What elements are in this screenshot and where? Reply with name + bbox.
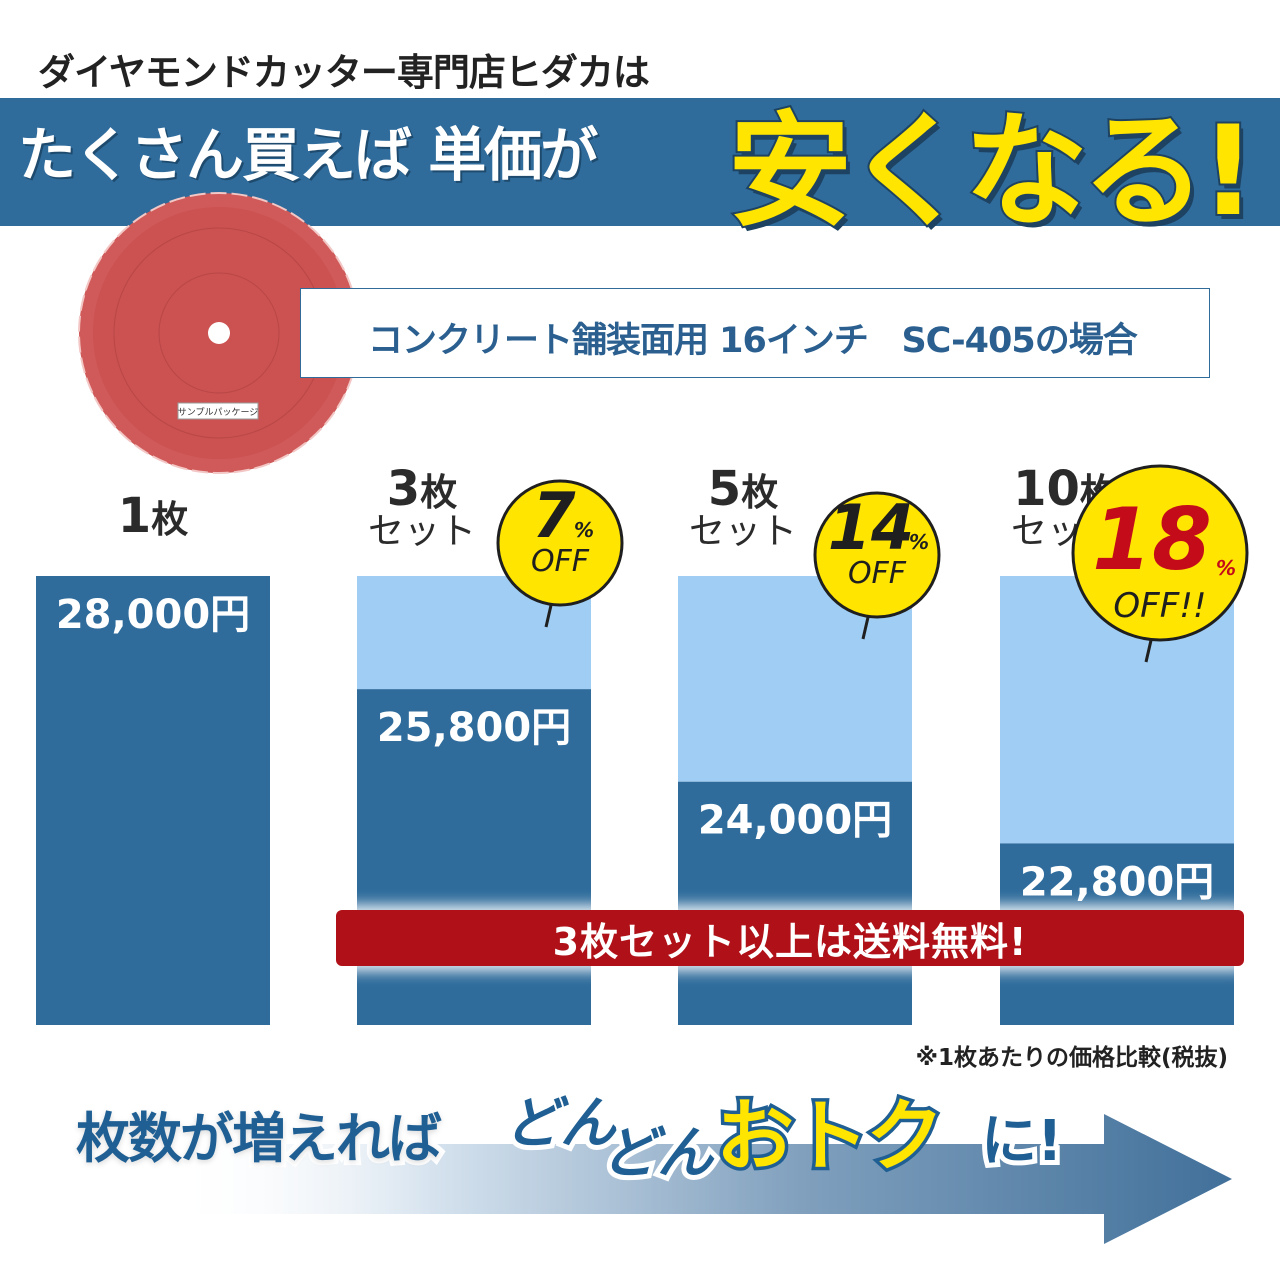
quantity-label: 3枚: [387, 461, 457, 517]
slogan-part2b: どん: [596, 1116, 718, 1191]
discount-percent: %: [1216, 556, 1236, 580]
set-label: セット: [368, 511, 476, 552]
package-label-box: [177, 402, 259, 420]
price-label: 22,800円: [1020, 859, 1214, 905]
free-shipping-banner: 3枚セット以上は送料無料!: [336, 910, 1244, 966]
price-bar: [36, 576, 270, 1025]
discount-value: 14: [828, 491, 914, 564]
discount-badge: [1071, 464, 1249, 642]
store-tagline: ダイヤモンドカッター専門店ヒダカは: [38, 51, 650, 94]
price-note: ※1枚あたりの価格比較(税抜): [915, 1045, 1228, 1071]
price-bar: [357, 689, 591, 1025]
discount-badge: [813, 491, 941, 619]
arrow-graphic: [170, 1114, 1232, 1244]
discount-off: OFF: [848, 556, 907, 591]
discount-percent: %: [574, 518, 594, 542]
product-label: コンクリート舗装面用 16インチ SC-405の場合: [368, 321, 1138, 361]
discount-value: 7: [532, 479, 576, 552]
slogan-part1: 枚数が増えれば: [71, 1102, 447, 1175]
diamond-blade-image: サンプルパッケージ: [78, 192, 360, 474]
quantity-label: 5枚: [708, 461, 778, 517]
price-label: 25,800円: [377, 705, 571, 751]
slogan-part3: おトク: [712, 1089, 947, 1186]
discount-off: OFF!!: [1113, 586, 1206, 626]
headline-highlight: 安くなる!: [726, 98, 1259, 246]
set-label: セット: [689, 511, 797, 552]
price-label: 24,000円: [698, 798, 892, 844]
quantity-label: 1枚: [118, 488, 188, 544]
arbor-hole: [208, 322, 230, 344]
discount-value: 18: [1092, 490, 1212, 590]
discount-percent: %: [909, 530, 929, 554]
discount-badge: [496, 479, 624, 607]
price-bar: [678, 781, 912, 1025]
headline-text: たくさん買えば 単価が: [18, 121, 598, 189]
price-label: 28,000円: [56, 592, 250, 638]
slogan-part4: に!: [976, 1104, 1067, 1179]
slogan-part2a: どん: [499, 1086, 621, 1161]
package-label: サンプルパッケージ: [178, 407, 259, 418]
product-box: [300, 288, 1210, 378]
discount-off: OFF: [531, 544, 590, 579]
